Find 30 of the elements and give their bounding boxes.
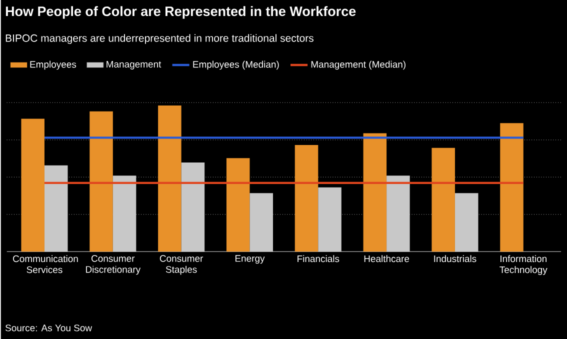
legend-label: Management xyxy=(106,60,162,70)
bar xyxy=(181,162,205,252)
x-tick-label: Energy xyxy=(235,254,265,264)
bar xyxy=(158,105,182,252)
x-tick-label: Information Technology xyxy=(500,254,548,275)
legend-label: Management (Median) xyxy=(311,60,406,70)
bar xyxy=(250,192,273,252)
bar xyxy=(386,175,410,252)
bar xyxy=(112,175,136,252)
bar xyxy=(432,148,455,252)
legend-label: Employees xyxy=(30,60,76,70)
bar xyxy=(500,122,524,252)
bar xyxy=(226,158,250,252)
bar xyxy=(294,144,318,252)
x-tick-label: Healthcare xyxy=(364,254,410,262)
bar xyxy=(454,192,478,252)
bar xyxy=(44,165,68,252)
chart-title: How People of Color are Represented in the Workforce xyxy=(6,6,356,19)
x-tick-label: Consumer Staples xyxy=(160,254,204,274)
source-note: Source: As You Sow xyxy=(5,324,92,332)
x-tick-label: Consumer Discretionary xyxy=(86,254,141,274)
x-tick-label: Industrials xyxy=(434,254,476,262)
bar xyxy=(21,118,44,252)
bar xyxy=(90,111,113,252)
legend-label: Employees (Median) xyxy=(193,60,279,70)
bar xyxy=(363,133,387,252)
x-tick-label: Communication Services xyxy=(13,254,78,273)
x-tick-label: Financials xyxy=(298,254,340,262)
chart-subtitle: BIPOC managers are underrepresented in more traditional sectors xyxy=(6,34,314,44)
bar xyxy=(318,187,342,252)
